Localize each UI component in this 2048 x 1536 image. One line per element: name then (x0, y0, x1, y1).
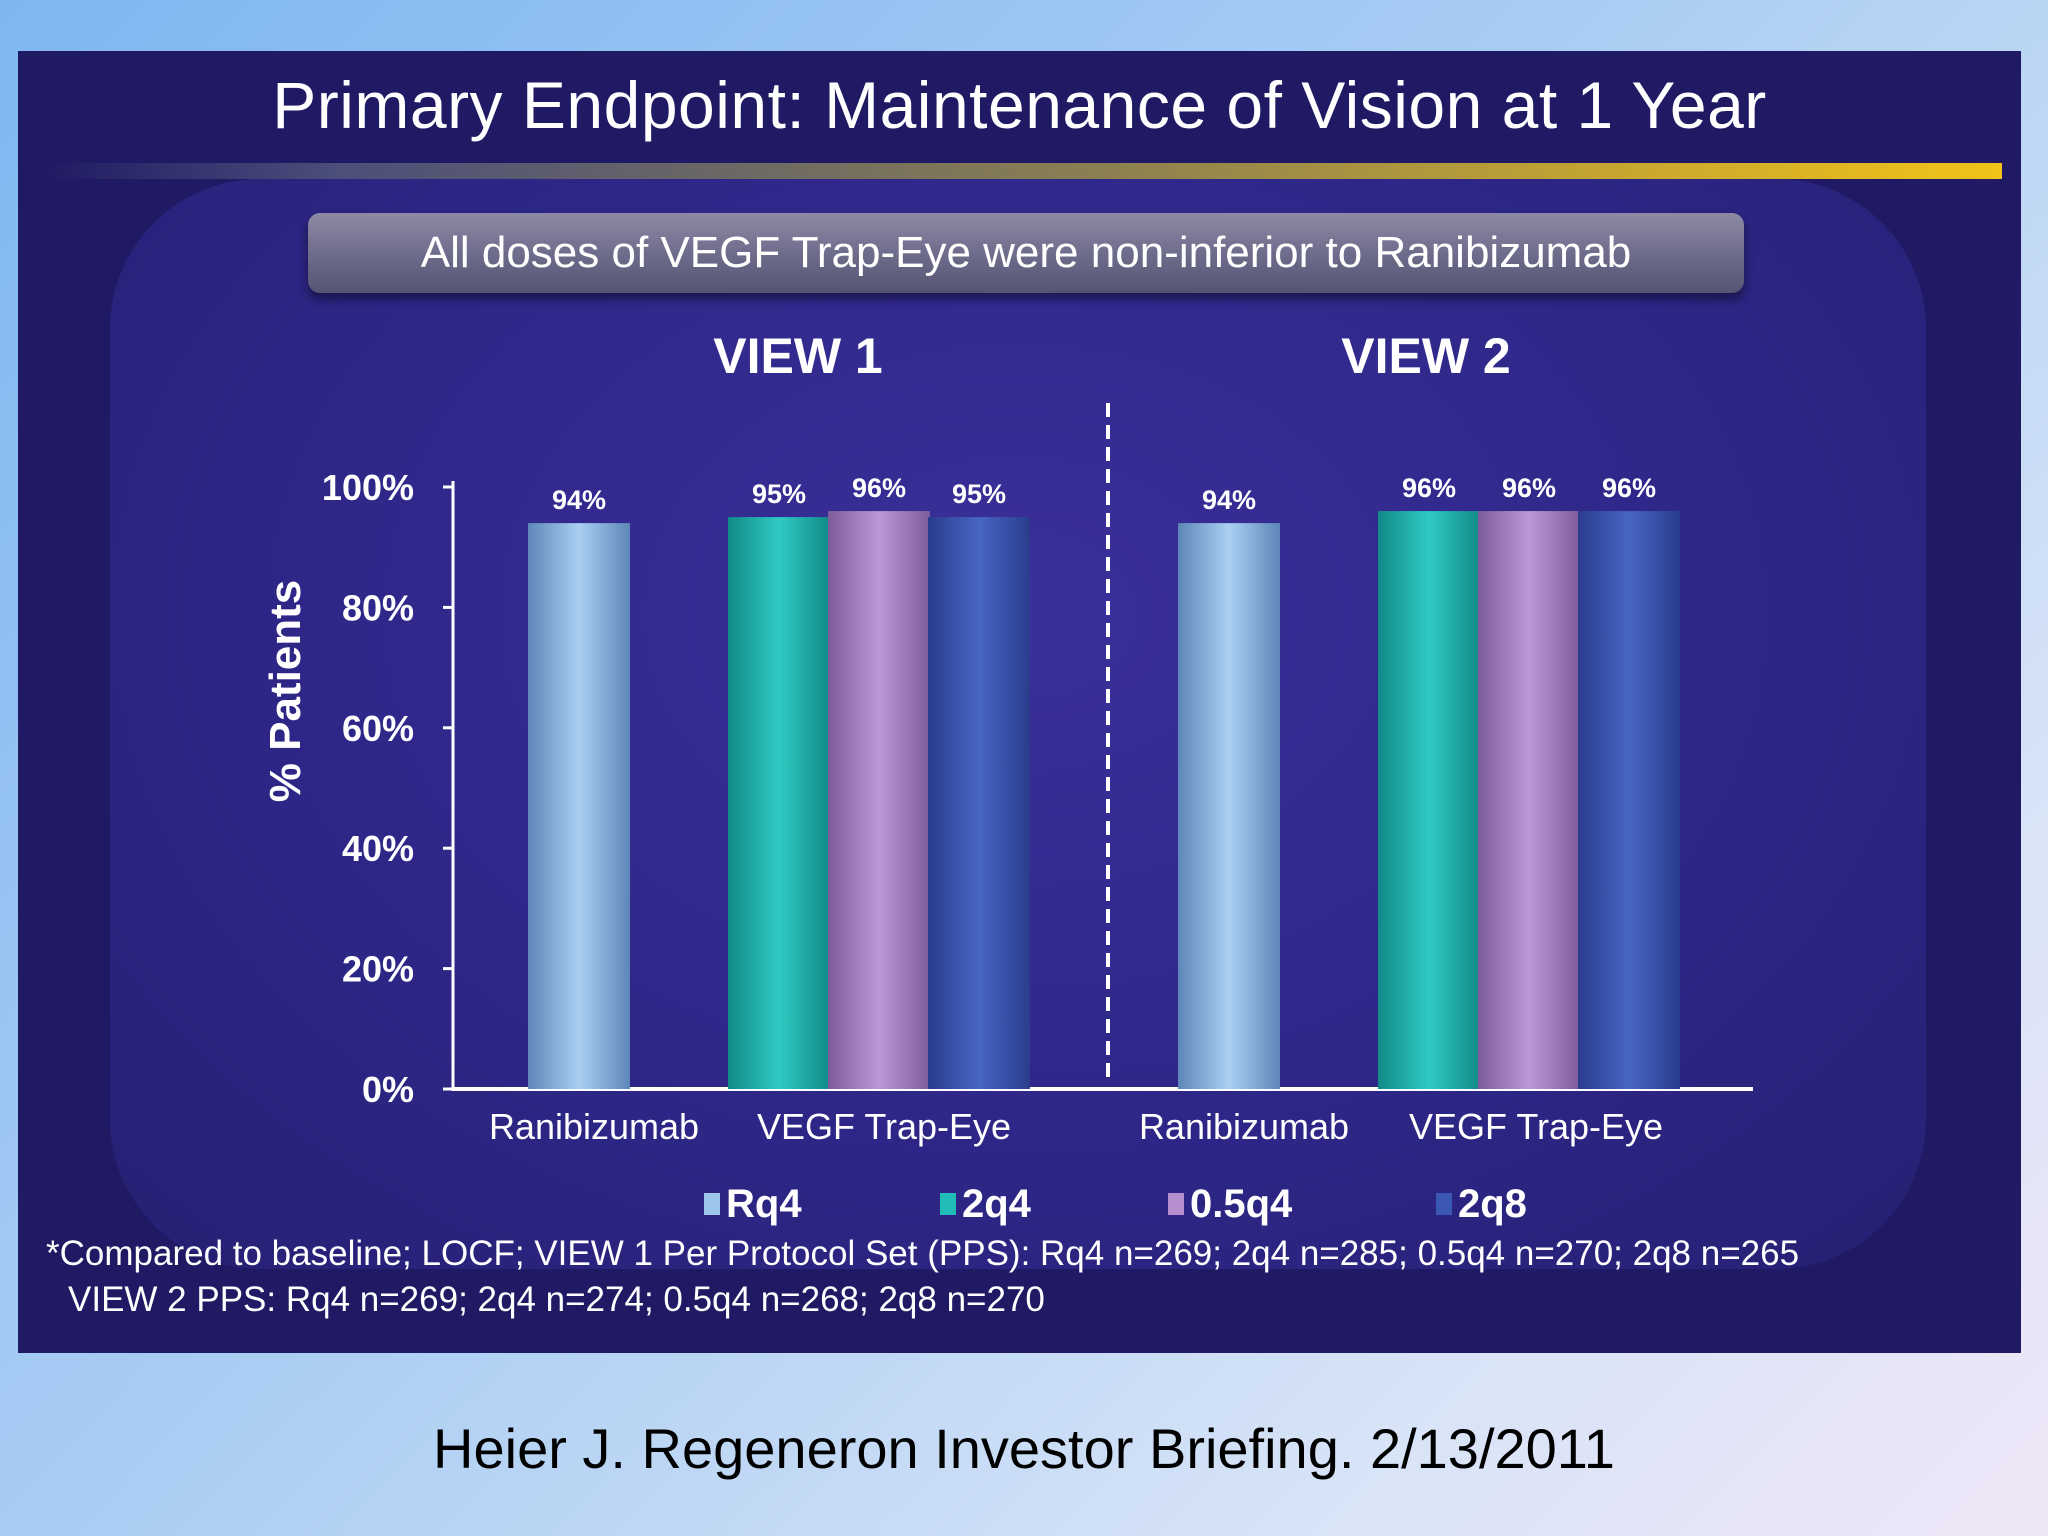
footnote-line-1: *Compared to baseline; LOCF; VIEW 1 Per … (46, 1234, 1800, 1273)
y-tick-label: 20% (342, 949, 414, 990)
category-label: Ranibizumab (1139, 1106, 1349, 1147)
legend-label: 2q8 (1458, 1182, 1527, 1226)
group-title: VIEW 1 (713, 328, 882, 384)
footnote: *Compared to baseline; LOCF; VIEW 1 Per … (46, 1231, 2006, 1323)
bar-0_5q4 (1478, 511, 1580, 1090)
bar-chart: 0% 20% 40% 60% 80% 100% % Patients VIEW 1 94% 95… (261, 328, 1753, 1226)
callout-box: All doses of VEGF Trap-Eye were non-infe… (308, 213, 1744, 293)
bar-Rq4 (528, 523, 630, 1089)
legend-swatch (1168, 1193, 1184, 1215)
data-label: 94% (1202, 485, 1256, 515)
bar-2q8 (1578, 511, 1680, 1090)
data-label: 96% (1602, 473, 1656, 503)
category-label: VEGF Trap-Eye (1409, 1106, 1663, 1147)
slide: Primary Endpoint: Maintenance of Vision … (18, 51, 2021, 1353)
data-label: 96% (1402, 473, 1456, 503)
legend-label: 2q4 (962, 1182, 1032, 1226)
bar-2q4 (728, 517, 830, 1089)
data-label: 94% (552, 485, 606, 515)
footnote-line-2: VIEW 2 PPS: Rq4 n=269; 2q4 n=274; 0.5q4 … (68, 1280, 1045, 1319)
y-tick-label: 80% (342, 587, 414, 628)
bar-2q4 (1378, 511, 1480, 1090)
legend-swatch (940, 1193, 956, 1215)
bar-0_5q4 (828, 511, 930, 1090)
category-label: VEGF Trap-Eye (757, 1106, 1011, 1147)
y-tick-label: 0% (362, 1069, 414, 1110)
citation: Heier J. Regeneron Investor Briefing. 2/… (433, 1417, 1615, 1480)
group-title: VIEW 2 (1341, 328, 1510, 384)
legend-swatch (1436, 1193, 1452, 1215)
category-label: Ranibizumab (489, 1106, 699, 1147)
data-label: 96% (1502, 473, 1556, 503)
legend-label: 0.5q4 (1190, 1182, 1293, 1226)
y-axis-title: % Patients (261, 580, 310, 803)
legend-swatch (704, 1193, 720, 1215)
y-tick-label: 100% (322, 467, 414, 508)
bar-2q8 (928, 517, 1030, 1089)
legend-label: Rq4 (726, 1182, 802, 1226)
y-tick-label: 40% (342, 828, 414, 869)
data-label: 95% (952, 479, 1006, 509)
title-underline (44, 163, 2002, 179)
slide-title: Primary Endpoint: Maintenance of Vision … (272, 68, 1767, 142)
bar-Rq4 (1178, 523, 1280, 1089)
y-tick-label: 60% (342, 708, 414, 749)
data-label: 95% (752, 479, 806, 509)
data-label: 96% (852, 473, 906, 503)
